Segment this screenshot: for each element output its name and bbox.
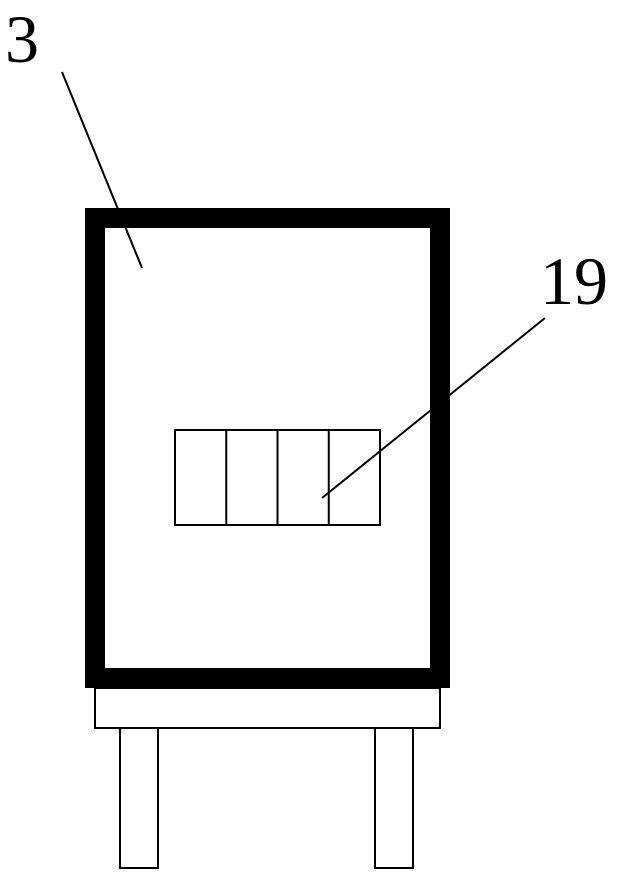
leg-right [375, 728, 413, 868]
leg-left [120, 728, 158, 868]
callout-label-3: 3 [5, 0, 39, 79]
diagram-canvas: 3 19 [0, 0, 637, 891]
diagram-svg [0, 0, 637, 891]
base-top [95, 688, 440, 728]
callout-label-19: 19 [540, 242, 608, 321]
